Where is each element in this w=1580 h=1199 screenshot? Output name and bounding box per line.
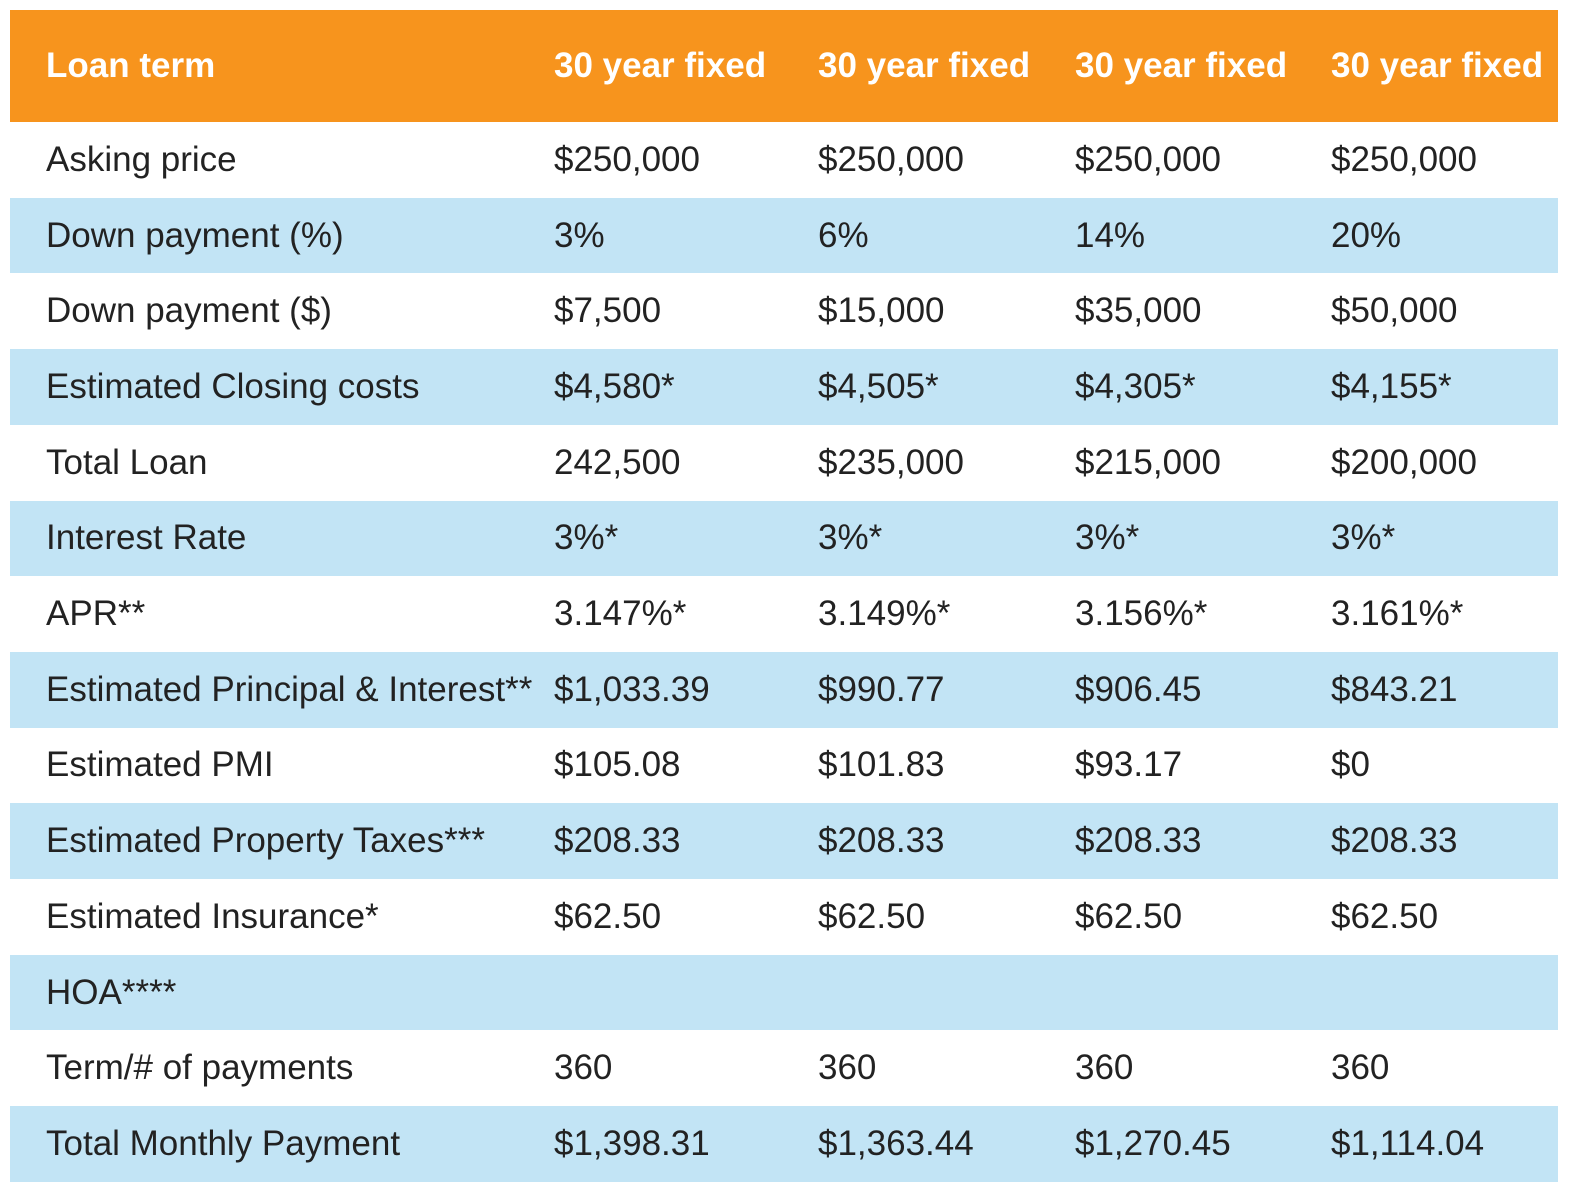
table-cell: $1,270.45	[1075, 1123, 1231, 1163]
row-label: Down payment (%)	[46, 215, 344, 255]
table-row: Estimated Property Taxes*** $208.33 $208.3…	[10, 803, 1558, 879]
table-cell: $4,305*	[1075, 366, 1196, 406]
table-cell: $208.33	[818, 821, 945, 861]
table-row: Down payment (%) 3% 6% 14% 20%	[10, 197, 1558, 274]
table-cell: $1,114.04	[1331, 1123, 1485, 1163]
table-cell: $101.83	[818, 745, 945, 785]
table-cell: 20%	[1331, 215, 1402, 255]
row-label: Estimated PMI	[46, 745, 274, 785]
table-cell: 3.149%*	[818, 594, 951, 634]
table-row: Estimated Principal & Interest** $1,033.3…	[10, 651, 1558, 728]
table-row: Estimated Closing costs $4,580* $4,505* $4,…	[10, 349, 1558, 425]
table-cell: 360	[554, 1048, 613, 1088]
table-row: Total Monthly Payment $1,398.31 $1,363.44 $…	[10, 1106, 1558, 1182]
table-cell: 242,500	[554, 442, 681, 482]
table-cell: $35,000	[1075, 291, 1202, 331]
row-label: Total Monthly Payment	[46, 1123, 401, 1163]
table-cell: $235,000	[818, 442, 964, 482]
table-cell: $200,000	[1331, 442, 1477, 482]
table-cell: 3%*	[554, 518, 619, 558]
table-cell: $4,155*	[1331, 366, 1452, 406]
table-cell: $7,500	[554, 291, 662, 331]
table-cell: 14%	[1075, 215, 1146, 255]
row-label: APR**	[46, 594, 146, 634]
table-cell: $208.33	[1075, 821, 1202, 861]
table-cell: 3%	[554, 215, 605, 255]
table-cell: $62.50	[1331, 896, 1439, 936]
table-row: APR** 3.147%* 3.149%* 3.156%* 3.161%*	[10, 576, 1558, 652]
table-cell: $906.45	[1075, 669, 1202, 709]
row-label: Total Loan	[46, 442, 208, 482]
table-cell: $0	[1331, 745, 1370, 785]
table-cell: 3.147%*	[554, 594, 687, 634]
table-cell: 3%*	[1331, 518, 1396, 558]
header-cell: 30 year fixed	[554, 46, 767, 85]
table-cell: $208.33	[554, 821, 681, 861]
table-cell: 3%*	[1075, 518, 1140, 558]
row-label: Estimated Insurance*	[46, 896, 379, 936]
header-cell: 30 year fixed	[818, 46, 1031, 85]
table-cell: $250,000	[554, 139, 700, 179]
table-cell: $1,398.31	[554, 1123, 710, 1163]
table-cell: $250,000	[818, 139, 964, 179]
row-label: Term/# of payments	[46, 1048, 354, 1088]
table-cell: 3.156%*	[1075, 594, 1208, 634]
table-cell: $50,000	[1331, 291, 1458, 331]
header-cell: Loan term	[46, 46, 216, 85]
header-cell: 30 year fixed	[1331, 46, 1544, 85]
table-cell: 3%*	[818, 518, 883, 558]
table-cell: 360	[1331, 1048, 1390, 1088]
table-cell: $4,580*	[554, 366, 675, 406]
table-row: Down payment ($) $7,500 $15,000 $35,000 $50,…	[10, 273, 1558, 349]
row-label: Estimated Closing costs	[46, 366, 420, 406]
table-cell: $4,505*	[818, 366, 939, 406]
table-cell: $62.50	[554, 896, 662, 936]
table-cell: $215,000	[1075, 442, 1221, 482]
table-row: Asking price $250,000 $250,000 $250,000 $250…	[10, 122, 1558, 198]
table-row: Total Loan 242,500 $235,000 $215,000 $200,00…	[10, 425, 1558, 501]
table-cell: $843.21	[1331, 669, 1458, 709]
table-cell: $105.08	[554, 745, 681, 785]
row-label: Asking price	[46, 139, 237, 179]
table-cell: $208.33	[1331, 821, 1458, 861]
table-row: HOA****	[10, 954, 1558, 1031]
table-cell: $15,000	[818, 291, 945, 331]
row-label: Estimated Principal & Interest**	[46, 669, 533, 709]
table-cell: 360	[818, 1048, 877, 1088]
table-cell: $1,363.44	[818, 1123, 974, 1163]
table-row: Estimated Insurance* $62.50 $62.50 $62.50 $6…	[10, 879, 1558, 955]
table-row: Estimated PMI $105.08 $101.83 $93.17 $0	[10, 728, 1558, 804]
row-label: Interest Rate	[46, 518, 247, 558]
table-cell: $990.77	[818, 669, 945, 709]
table-row: Term/# of payments 360 360 360 360	[10, 1030, 1558, 1106]
table-cell: 6%	[818, 215, 869, 255]
table-cell: $62.50	[818, 896, 926, 936]
table-cell: $250,000	[1331, 139, 1477, 179]
row-label: HOA****	[46, 972, 177, 1012]
table-cell: $250,000	[1075, 139, 1221, 179]
table-cell: 3.161%*	[1331, 594, 1464, 634]
table-cell: 360	[1075, 1048, 1134, 1088]
row-label: Down payment ($)	[46, 291, 332, 331]
table-row: Interest Rate 3%* 3%* 3%* 3%*	[10, 500, 1558, 577]
table-cell: $1,033.39	[554, 669, 710, 709]
header-row: Loan term 30 year fixed 30 year fixed 30 ye…	[10, 10, 1558, 122]
header-cell: 30 year fixed	[1075, 46, 1288, 85]
table-cell: $93.17	[1075, 745, 1183, 785]
row-label: Estimated Property Taxes***	[46, 821, 486, 861]
table-cell: $62.50	[1075, 896, 1183, 936]
